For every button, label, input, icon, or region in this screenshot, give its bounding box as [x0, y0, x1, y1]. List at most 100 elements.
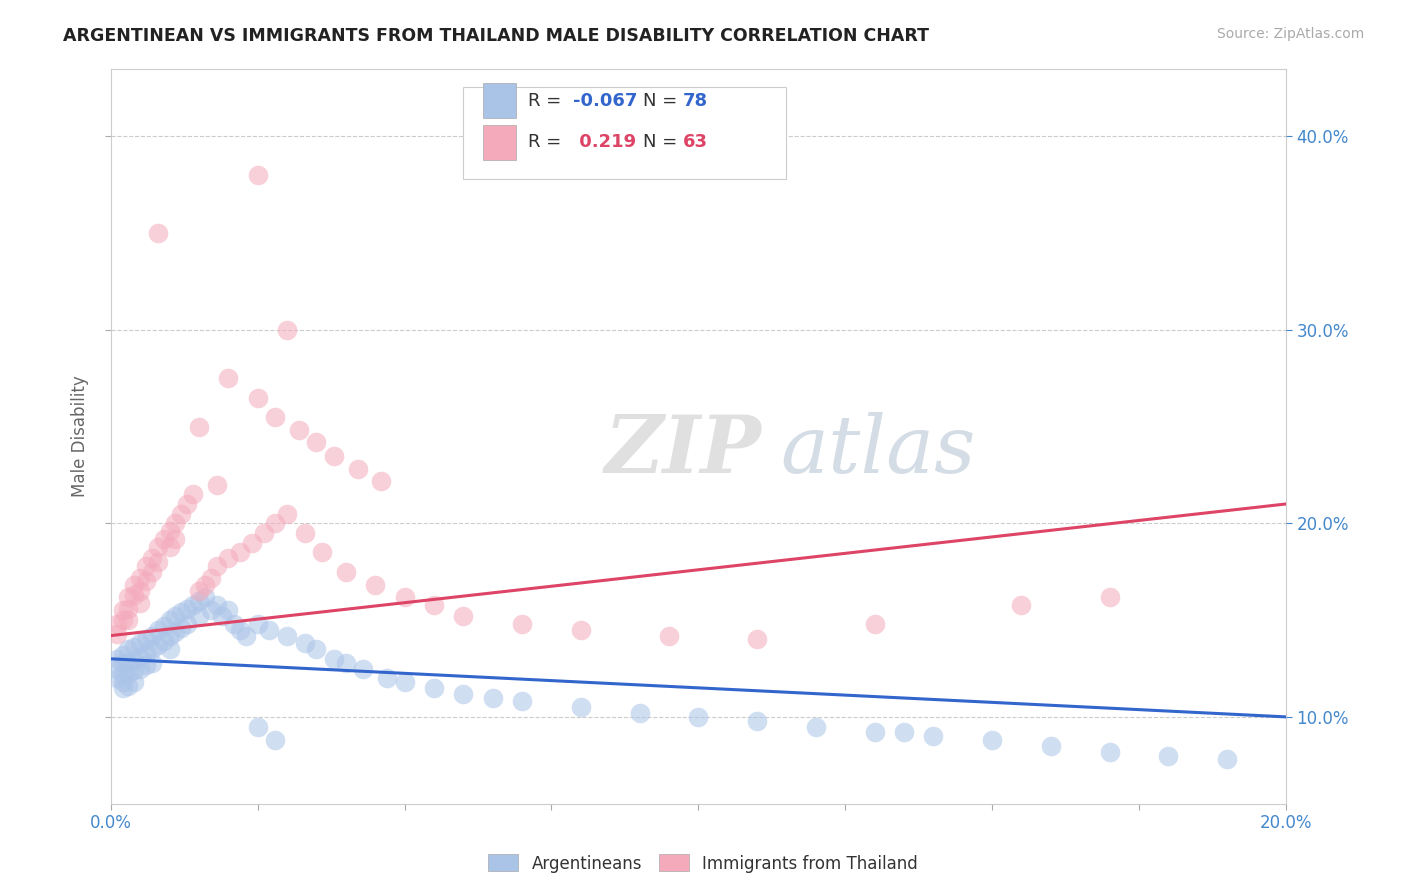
Point — [122, 578, 145, 592]
Point — [200, 603, 222, 617]
Point — [187, 609, 209, 624]
FancyBboxPatch shape — [484, 125, 516, 160]
Point — [117, 679, 139, 693]
Point — [688, 710, 710, 724]
Point — [170, 621, 193, 635]
Text: 63: 63 — [683, 133, 709, 152]
Point — [159, 642, 181, 657]
Point — [804, 720, 827, 734]
Point — [423, 681, 446, 695]
Point — [117, 613, 139, 627]
Text: N =: N = — [643, 92, 683, 110]
Point — [323, 449, 346, 463]
Point — [129, 636, 152, 650]
Point — [628, 706, 651, 720]
Point — [394, 675, 416, 690]
Point — [111, 656, 134, 670]
Text: R =: R = — [527, 133, 567, 152]
Point — [235, 629, 257, 643]
Point — [105, 617, 128, 632]
Point — [194, 590, 217, 604]
Point — [159, 540, 181, 554]
Point — [129, 661, 152, 675]
Point — [117, 656, 139, 670]
Point — [111, 681, 134, 695]
Point — [346, 462, 368, 476]
Point — [176, 617, 198, 632]
Point — [146, 555, 169, 569]
Point — [111, 675, 134, 690]
Point — [375, 671, 398, 685]
Point — [165, 624, 187, 639]
Point — [165, 609, 187, 624]
Text: Source: ZipAtlas.com: Source: ZipAtlas.com — [1216, 27, 1364, 41]
Text: 0.219: 0.219 — [572, 133, 636, 152]
Point — [111, 603, 134, 617]
Point — [352, 661, 374, 675]
Point — [323, 652, 346, 666]
Point — [159, 629, 181, 643]
Point — [117, 667, 139, 681]
Point — [863, 725, 886, 739]
Point — [105, 652, 128, 666]
Point — [141, 551, 163, 566]
Point — [187, 594, 209, 608]
Text: ARGENTINEAN VS IMMIGRANTS FROM THAILAND MALE DISABILITY CORRELATION CHART: ARGENTINEAN VS IMMIGRANTS FROM THAILAND … — [63, 27, 929, 45]
Point — [111, 613, 134, 627]
Point — [224, 617, 246, 632]
Point — [152, 619, 174, 633]
Point — [129, 649, 152, 664]
Point — [1216, 752, 1239, 766]
Point — [1039, 739, 1062, 753]
Point — [122, 588, 145, 602]
Point — [170, 507, 193, 521]
Point — [510, 617, 533, 632]
Point — [510, 694, 533, 708]
FancyBboxPatch shape — [464, 87, 786, 178]
Point — [481, 690, 503, 705]
Point — [165, 516, 187, 531]
Text: 78: 78 — [683, 92, 709, 110]
Point — [276, 323, 298, 337]
Point — [181, 487, 204, 501]
Point — [294, 636, 316, 650]
Point — [170, 606, 193, 620]
Point — [745, 714, 768, 728]
Point — [229, 545, 252, 559]
Text: -0.067: -0.067 — [572, 92, 637, 110]
Point — [122, 675, 145, 690]
Point — [370, 474, 392, 488]
Point — [246, 720, 269, 734]
Point — [211, 609, 233, 624]
Text: atlas: atlas — [780, 412, 976, 490]
Point — [217, 551, 239, 566]
Point — [264, 409, 287, 424]
Point — [105, 661, 128, 675]
Point — [246, 391, 269, 405]
Point — [122, 654, 145, 668]
Point — [252, 526, 274, 541]
Point — [122, 664, 145, 678]
Point — [364, 578, 387, 592]
Point — [146, 623, 169, 637]
Point — [259, 623, 281, 637]
Point — [146, 226, 169, 240]
Point — [117, 642, 139, 657]
Point — [105, 626, 128, 640]
Point — [135, 574, 157, 589]
Point — [141, 656, 163, 670]
Text: ZIP: ZIP — [605, 412, 761, 490]
Point — [152, 532, 174, 546]
Point — [194, 578, 217, 592]
Point — [264, 516, 287, 531]
Point — [187, 419, 209, 434]
Point — [159, 613, 181, 627]
Point — [569, 623, 592, 637]
Point — [453, 687, 475, 701]
Point — [305, 642, 328, 657]
Point — [294, 526, 316, 541]
Point — [187, 584, 209, 599]
Point — [159, 524, 181, 538]
Point — [176, 601, 198, 615]
Point — [200, 570, 222, 584]
